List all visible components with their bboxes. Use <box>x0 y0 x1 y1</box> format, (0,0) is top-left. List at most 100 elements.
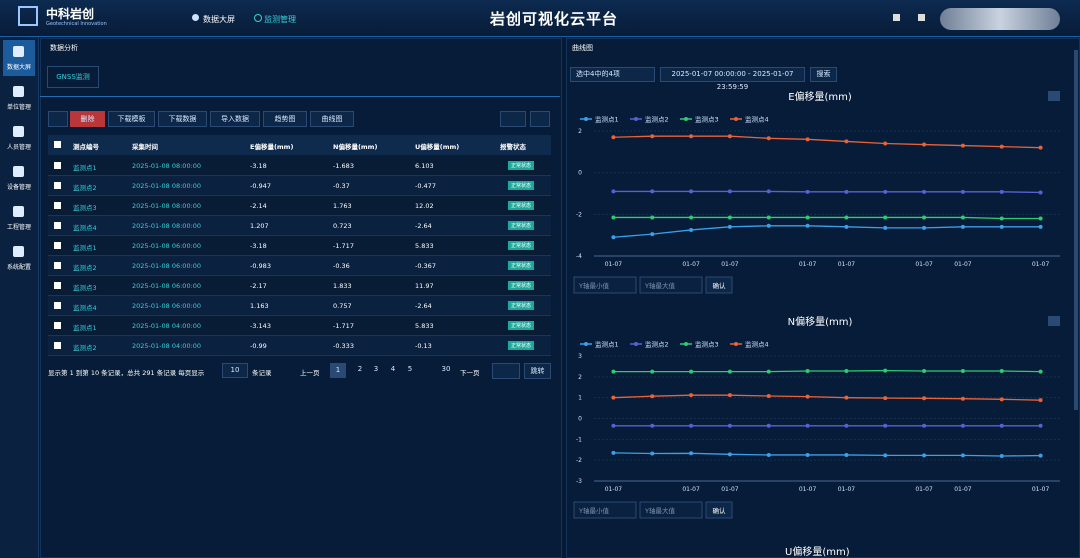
icon-button[interactable] <box>893 14 900 21</box>
table-header <box>48 135 551 155</box>
toolbar-button[interactable]: 导入数据 <box>210 111 260 127</box>
data-point <box>766 223 771 228</box>
data-point <box>766 369 771 374</box>
table-cell[interactable]: 监测点2 <box>73 184 97 192</box>
sidebar-item[interactable]: 单位管理 <box>6 104 31 111</box>
table-cell: -1.683 <box>333 162 354 170</box>
checkbox[interactable] <box>54 282 61 289</box>
toolbar-button[interactable]: 下载模板 <box>108 111 155 127</box>
x-tick-label: 01-07 <box>915 486 933 493</box>
panel-title: 曲线图 <box>572 44 593 52</box>
columns-button[interactable] <box>500 111 526 127</box>
sidebar-item[interactable]: 数据大屏 <box>6 64 31 71</box>
scrollbar[interactable] <box>1074 50 1078 410</box>
table-cell[interactable]: 监测点1 <box>73 244 97 252</box>
input-placeholder: Y轴最小值 <box>578 281 609 290</box>
checkbox[interactable] <box>54 262 61 269</box>
chart: N偏移量(mm) 监测点1 监测点2 监测点3 监测点4 -3 -2 -1 0 1 2 3 01-07 0… <box>573 315 1060 519</box>
data-point <box>650 215 655 220</box>
data-point <box>766 394 771 398</box>
sidebar-icon <box>13 46 24 57</box>
sidebar-item[interactable]: 人员管理 <box>6 144 31 151</box>
data-point <box>960 369 965 373</box>
user-avatar-area[interactable] <box>940 8 1060 30</box>
page-button[interactable]: 3 <box>373 365 379 373</box>
nav-item[interactable]: 监测管理 <box>264 15 296 24</box>
data-point <box>1038 453 1043 458</box>
confirm-button[interactable] <box>705 276 733 294</box>
data-point <box>766 423 771 428</box>
checkbox[interactable] <box>54 322 61 329</box>
data-point <box>999 144 1004 149</box>
toolbar-button[interactable]: 趋势图 <box>263 111 307 127</box>
toolbar-button[interactable]: 删除 <box>70 111 105 127</box>
next-button[interactable]: 下一页 <box>460 369 480 377</box>
sidebar-item[interactable]: 系统配置 <box>6 264 31 271</box>
icon-button[interactable] <box>918 14 925 21</box>
checkbox[interactable] <box>54 162 61 169</box>
table-cell[interactable]: 监测点3 <box>73 284 97 292</box>
table-cell: 2025-01-08 06:00:00 <box>132 242 202 250</box>
page-button[interactable]: 4 <box>390 365 396 373</box>
checkbox[interactable] <box>54 141 61 148</box>
checkbox[interactable] <box>54 202 61 209</box>
checkbox[interactable] <box>54 182 61 189</box>
checkbox[interactable] <box>54 342 61 349</box>
checkbox[interactable] <box>54 242 61 249</box>
table-cell[interactable]: 监测点2 <box>73 344 97 352</box>
refresh-button[interactable] <box>48 111 68 127</box>
table-cell[interactable]: 监测点1 <box>73 164 97 172</box>
confirm-button[interactable] <box>705 501 733 519</box>
table-cell[interactable]: 监测点2 <box>73 264 97 272</box>
page-title: 岩创可视化云平台 <box>490 10 619 28</box>
sidebar-item[interactable]: 工程管理 <box>6 224 31 231</box>
series-line <box>613 394 1041 401</box>
table-cell[interactable]: 监测点3 <box>73 204 97 212</box>
y-tick-label: -4 <box>576 253 582 260</box>
table-cell[interactable]: 监测点4 <box>73 224 97 232</box>
search-button[interactable]: 搜索 <box>810 67 837 82</box>
data-point <box>805 369 810 373</box>
data-point <box>650 189 655 194</box>
data-point <box>611 135 616 140</box>
table-cell[interactable]: 监测点1 <box>73 324 97 332</box>
toolbar-button[interactable]: 下载数据 <box>158 111 207 127</box>
search-button[interactable] <box>530 111 550 127</box>
page-button[interactable]: 5 <box>407 365 413 373</box>
select[interactable]: 选中4中的4项 <box>570 67 655 82</box>
chart-title: N偏移量(mm) <box>788 315 853 328</box>
page-button[interactable]: 30 <box>441 365 451 373</box>
table-cell[interactable]: 监测点4 <box>73 304 97 312</box>
jump-button[interactable]: 跳转 <box>524 363 551 379</box>
data-point <box>611 423 616 428</box>
toolbar-button[interactable]: 曲线图 <box>310 111 354 127</box>
menu-icon <box>1048 91 1060 101</box>
page-button[interactable]: 1 <box>330 363 346 378</box>
series-line <box>613 216 1041 220</box>
table-cell: 1.763 <box>333 202 352 210</box>
checkbox[interactable] <box>54 302 61 309</box>
legend-marker <box>734 117 738 121</box>
table-cell: 2025-01-08 06:00:00 <box>132 262 202 270</box>
date-range-input[interactable]: 2025-01-07 00:00:00 - 2025-01-07 23:59:5… <box>660 67 805 91</box>
sidebar-icon <box>13 86 24 97</box>
status-badge: 正常状态 <box>508 181 535 190</box>
legend-label: 监测点3 <box>695 340 719 349</box>
logo-subtitle: Geotechnical Innovation <box>46 21 107 27</box>
table-cell: 5.833 <box>415 322 434 330</box>
page-input[interactable] <box>492 363 520 379</box>
data-point <box>611 215 616 220</box>
table-cell: -0.37 <box>333 182 350 190</box>
checkbox[interactable] <box>54 222 61 229</box>
tab[interactable]: GNSS监测 <box>47 66 99 88</box>
x-tick-label: 01-07 <box>721 261 739 268</box>
page-button[interactable]: 2 <box>357 365 363 373</box>
nav-item[interactable]: 数据大屏 <box>203 15 235 24</box>
data-point <box>922 369 927 373</box>
page-size-select[interactable]: 10 <box>222 363 248 378</box>
sidebar-item[interactable]: 设备管理 <box>6 184 31 191</box>
data-point <box>999 454 1004 458</box>
data-point <box>999 397 1004 402</box>
data-point <box>999 189 1004 194</box>
prev-button[interactable]: 上一页 <box>300 369 320 377</box>
